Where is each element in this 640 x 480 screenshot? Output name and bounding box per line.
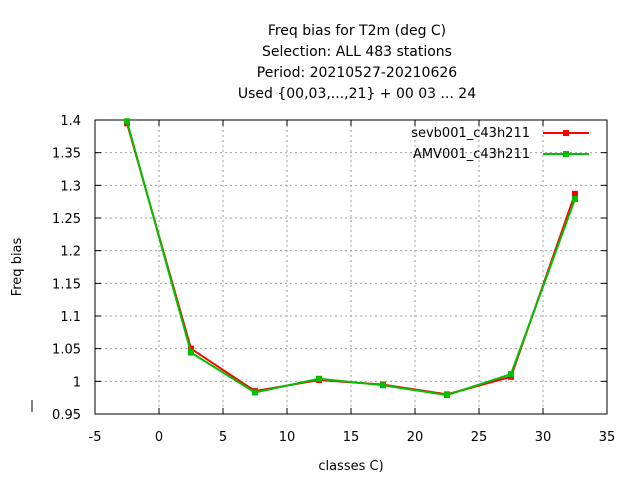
y-tick-label: 1.3 [60, 179, 81, 194]
x-tick-label: 15 [343, 430, 360, 445]
x-tick-label: 25 [471, 430, 488, 445]
x-tick-label: 0 [155, 430, 163, 445]
y-axis-label: Freq bias [10, 237, 25, 296]
data-point [572, 196, 578, 203]
x-tick-label: 30 [535, 430, 552, 445]
data-point [188, 349, 194, 356]
title-line-2: Period: 20210527-20210626 [257, 65, 457, 81]
title-line-0: Freq bias for T2m (deg C) [268, 23, 446, 39]
title-line-1: Selection: ALL 483 stations [262, 44, 452, 60]
axis-ticks: -5 0 5 10 15 20 25 30 35 0.95 1 1.05 1.1 1.15 1.2 1.25 1… [52, 114, 615, 445]
x-tick-label: 20 [407, 430, 424, 445]
legend-label-0: sevb001_c43h211 [411, 126, 530, 141]
series-1 [124, 118, 578, 399]
x-tick-label: -5 [89, 430, 102, 445]
data-point [252, 389, 258, 396]
grid [95, 120, 607, 414]
x-tick-label: 5 [219, 430, 227, 445]
y-tick-label: 1.1 [60, 310, 81, 325]
data-point [508, 371, 514, 378]
legend: sevb001_c43h211 AMV001_c43h211 [411, 126, 589, 162]
legend-swatch-point [563, 130, 569, 136]
y-tick-label: 0.95 [52, 408, 81, 423]
x-axis-label: classes C) [318, 459, 383, 474]
data-point [316, 375, 322, 382]
series-line [126, 121, 576, 397]
x-tick-label: 35 [599, 430, 616, 445]
y-tick-label: 1.4 [60, 114, 81, 129]
y-tick-label: 1.15 [52, 277, 81, 292]
data-point [444, 392, 450, 399]
legend-label-1: AMV001_c43h211 [413, 147, 530, 162]
data-point [572, 190, 578, 197]
y-tick-label: 1.2 [60, 245, 81, 260]
data-point [188, 345, 194, 352]
title-line-3: Used {00,03,...,21} + 00 03 ... 24 [238, 86, 476, 102]
y-tick-label: 1.25 [52, 212, 81, 227]
x-tick-label: 10 [279, 430, 296, 445]
series-layer [124, 118, 578, 399]
y-tick-label: 1.05 [52, 343, 81, 358]
chart-title: Freq bias for T2m (deg C) Selection: ALL … [238, 23, 476, 102]
y-tick-label: 1 [73, 375, 81, 390]
data-point [124, 118, 130, 125]
y-tick-label: 1.35 [52, 147, 81, 162]
legend-swatch-point [563, 151, 569, 157]
data-point [380, 382, 386, 389]
